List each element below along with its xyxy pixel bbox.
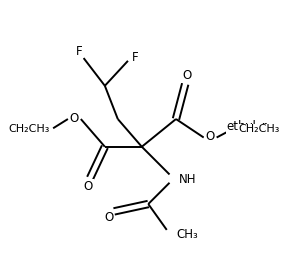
Text: NH: NH — [179, 173, 196, 186]
Text: O: O — [205, 130, 215, 143]
Text: CH₂CH₃: CH₂CH₃ — [238, 124, 279, 134]
Text: ethyl_r: ethyl_r — [227, 120, 268, 133]
Text: O: O — [70, 112, 79, 125]
Text: O: O — [182, 69, 192, 82]
Text: CH₃: CH₃ — [176, 228, 198, 241]
Text: O: O — [104, 211, 113, 224]
Text: F: F — [76, 45, 82, 58]
Text: F: F — [132, 51, 139, 64]
Text: CH₂CH₃: CH₂CH₃ — [8, 124, 49, 134]
Text: O: O — [84, 180, 93, 193]
